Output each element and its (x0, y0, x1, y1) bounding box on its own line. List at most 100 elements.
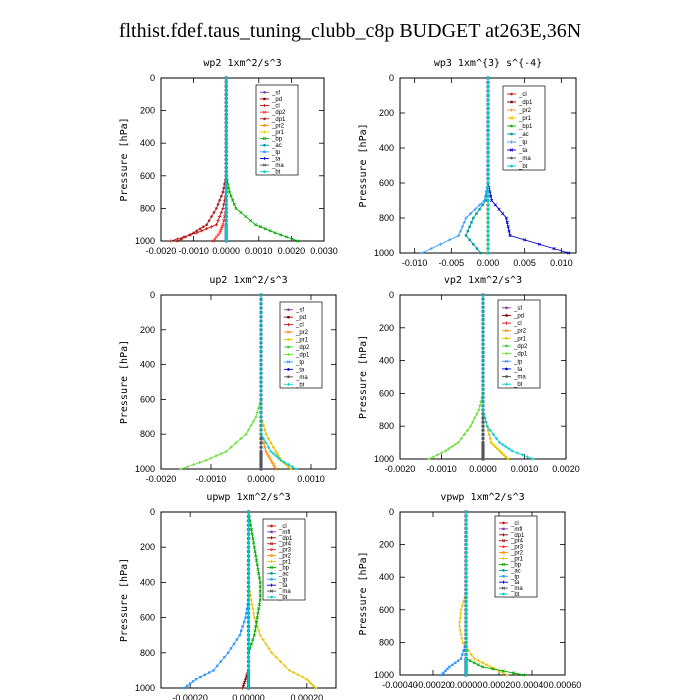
y-tick-label: 800 (140, 648, 155, 658)
data-point (224, 129, 228, 133)
legend-label: _bt (510, 592, 520, 598)
data-point (486, 229, 490, 233)
legend-marker (269, 583, 274, 587)
legend-label: _bp (278, 565, 290, 571)
data-point (234, 441, 238, 445)
legend-marker (269, 565, 274, 570)
data-point (444, 449, 448, 453)
data-point (464, 624, 468, 628)
data-point (464, 571, 468, 575)
data-point (194, 678, 198, 681)
data-point (252, 633, 256, 637)
legend-label: _tp (271, 150, 281, 156)
data-point (245, 612, 248, 615)
data-point (464, 661, 468, 665)
legend-label: _ma (271, 163, 284, 169)
data-point (464, 575, 468, 579)
data-point (247, 594, 250, 597)
series-bt (486, 76, 490, 255)
data-point (259, 358, 263, 362)
data-point (259, 389, 263, 393)
data-point (486, 251, 490, 255)
data-point (244, 432, 248, 436)
data-point (205, 223, 208, 226)
data-point (464, 657, 468, 660)
data-point (481, 457, 485, 461)
data-point (478, 203, 482, 207)
data-point (468, 238, 471, 242)
data-point (251, 607, 255, 611)
data-point (480, 665, 485, 669)
data-point (243, 679, 247, 683)
data-point (220, 194, 223, 198)
data-point (486, 103, 490, 106)
data-point (224, 239, 228, 243)
data-point (224, 101, 228, 104)
y-tick-label: 200 (379, 323, 394, 333)
legend-marker (505, 306, 508, 310)
legend-marker (270, 548, 273, 551)
data-point (287, 465, 290, 469)
legend-label: _pr3 (510, 545, 524, 551)
legend-label: _ta (513, 367, 523, 373)
y-axis-label: Pressure [hPa] (119, 340, 130, 424)
data-point (241, 625, 244, 628)
legend: _sf_pd _cl_pr2 _pr1_dp2_dp1 _tp_ta _ma_bt (279, 301, 323, 389)
data-point (501, 212, 505, 216)
legend-marker (263, 117, 266, 121)
legend-marker (263, 143, 266, 147)
data-point (257, 602, 262, 606)
x-tick-label: 0.00020 (483, 680, 516, 690)
data-point (229, 194, 233, 198)
data-point (473, 416, 477, 420)
data-point (258, 589, 262, 593)
legend: _cl_mfl_dp1_pr4_pr3_pr2_pr1_bp_ac_tp_ta_… (494, 515, 538, 598)
x-tick-label: 0.000 (477, 258, 500, 268)
legend-marker (286, 360, 291, 364)
legend-marker (287, 315, 290, 319)
legend-marker (262, 110, 267, 114)
legend-marker (263, 150, 266, 154)
data-point (212, 211, 216, 214)
data-point (224, 207, 228, 210)
legend-marker (502, 527, 505, 531)
data-point (259, 315, 263, 319)
legend-label: _pr4 (510, 539, 524, 545)
y-tick-label: 400 (140, 577, 155, 587)
data-point (254, 558, 259, 562)
data-point (456, 441, 460, 445)
data-point (481, 408, 485, 412)
data-point (247, 563, 250, 567)
data-point (481, 375, 485, 379)
data-point (481, 420, 485, 424)
data-point (460, 225, 464, 229)
y-axis-label: Pressure [hPa] (358, 123, 369, 207)
series-dp1 (179, 293, 263, 471)
data-point (511, 671, 516, 675)
data-point (253, 223, 258, 227)
y-tick-label: 1000 (135, 683, 155, 693)
data-point (247, 660, 250, 663)
data-point (259, 323, 263, 328)
data-point (259, 446, 263, 449)
data-point (215, 664, 219, 668)
data-point (531, 457, 535, 461)
data-point (259, 371, 263, 375)
data-point (483, 416, 487, 420)
y-tick-label: 1000 (374, 248, 394, 258)
data-point (241, 686, 245, 690)
data-point (468, 225, 471, 228)
data-point (224, 219, 228, 222)
y-tick-label: 200 (379, 540, 394, 550)
y-tick-label: 800 (140, 203, 155, 213)
data-point (283, 460, 287, 465)
data-point (239, 436, 243, 441)
data-point (203, 673, 206, 676)
data-point (224, 117, 228, 121)
data-point (464, 620, 468, 624)
legend-label: _tp (510, 574, 520, 580)
data-point (472, 243, 475, 246)
data-point (191, 463, 196, 467)
data-point (259, 354, 263, 358)
data-point (486, 98, 490, 102)
